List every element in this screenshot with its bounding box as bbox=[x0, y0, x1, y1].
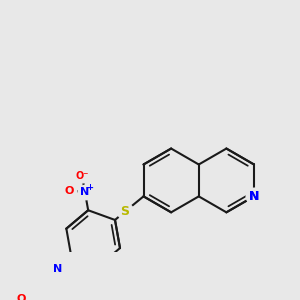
Text: N: N bbox=[249, 190, 259, 203]
Text: S: S bbox=[121, 205, 130, 218]
Text: +: + bbox=[86, 183, 94, 192]
Text: O: O bbox=[16, 294, 26, 300]
Text: O⁻: O⁻ bbox=[75, 170, 89, 181]
Text: N: N bbox=[80, 187, 90, 197]
Text: O: O bbox=[64, 186, 74, 196]
Text: N: N bbox=[249, 190, 259, 203]
Text: N: N bbox=[52, 264, 62, 274]
